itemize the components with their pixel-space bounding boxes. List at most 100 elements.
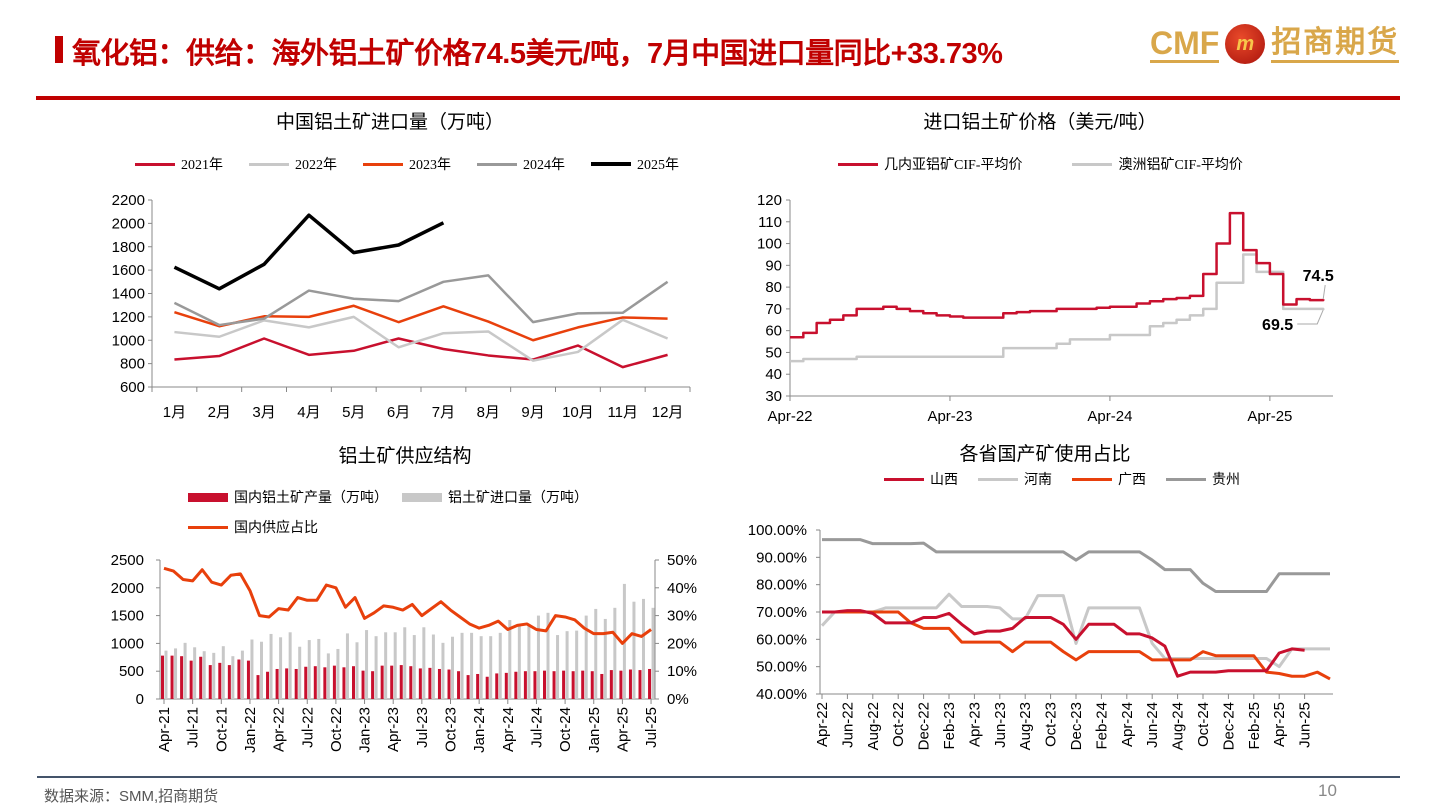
bar-domestic-production bbox=[399, 665, 403, 699]
bar-domestic-production bbox=[418, 668, 422, 699]
y-tick-label: 30 bbox=[765, 388, 782, 405]
bar-import bbox=[298, 646, 302, 699]
x-tick-label: 2月 bbox=[208, 404, 231, 421]
x-tick-label: Oct-22 bbox=[328, 707, 345, 752]
x-tick-label: 1月 bbox=[163, 404, 186, 421]
bar-import bbox=[288, 632, 292, 699]
y-tick-label: 0 bbox=[136, 691, 144, 708]
x-tick-label: Aug-23 bbox=[1017, 702, 1034, 750]
legend-swatch bbox=[135, 162, 175, 166]
header-divider bbox=[36, 96, 1400, 100]
y-tick-label: 1200 bbox=[112, 309, 145, 326]
x-tick-label: Apr-25 bbox=[1271, 702, 1288, 747]
legend-swatch bbox=[1072, 477, 1112, 481]
bar-domestic-production bbox=[552, 671, 556, 699]
bar-domestic-production bbox=[371, 671, 375, 699]
bar-import bbox=[613, 607, 617, 699]
series-line-2025年 bbox=[173, 213, 445, 291]
y2-tick-label: 50% bbox=[667, 552, 697, 569]
y-tick-label: 1000 bbox=[111, 635, 144, 652]
bar-import bbox=[384, 632, 388, 699]
series-line-河南 bbox=[820, 592, 1330, 669]
bar-import bbox=[355, 642, 359, 699]
y-tick-label: 90 bbox=[765, 257, 782, 274]
bar-import bbox=[164, 650, 168, 699]
legend-label: 贵州 bbox=[1212, 473, 1240, 488]
bar-domestic-production bbox=[495, 673, 499, 699]
legend-label: 河南 bbox=[1024, 473, 1052, 488]
series-line-几内亚铝矿CIF-平均价 bbox=[790, 211, 1325, 339]
bar-domestic-production bbox=[199, 656, 203, 699]
y-tick-label: 110 bbox=[758, 214, 782, 231]
x-tick-label: Apr-21 bbox=[156, 707, 173, 752]
y-tick-label: 70.00% bbox=[756, 604, 807, 621]
legend-swatch bbox=[884, 477, 924, 481]
bar-domestic-production bbox=[437, 668, 441, 699]
bar-domestic-production bbox=[246, 660, 250, 699]
legend-item: 几内亚铝矿CIF-平均价 bbox=[838, 154, 1022, 174]
bar-import bbox=[240, 650, 244, 699]
bar-import bbox=[183, 642, 187, 699]
x-tick-label: Apr-22 bbox=[814, 702, 831, 747]
legend-item: 2024年 bbox=[477, 154, 565, 174]
bar-domestic-production bbox=[285, 668, 289, 699]
annotation-leader bbox=[1322, 285, 1326, 300]
series-line-2023年 bbox=[174, 304, 668, 342]
bar-domestic-production bbox=[275, 668, 279, 699]
bar-domestic-production bbox=[161, 655, 164, 699]
bar-domestic-production bbox=[514, 671, 518, 699]
y2-tick-label: 40% bbox=[667, 580, 697, 597]
annotation-label: 69.5 bbox=[1262, 317, 1293, 334]
bar-import bbox=[422, 627, 426, 699]
x-tick-label: Apr-22 bbox=[271, 707, 288, 752]
y-tick-label: 40 bbox=[765, 366, 782, 383]
legend-label: 2022年 bbox=[295, 158, 337, 173]
x-tick-label: Oct-23 bbox=[1043, 702, 1060, 747]
legend-swatch bbox=[188, 492, 228, 502]
legend-swatch bbox=[402, 492, 442, 502]
y-tick-label: 120 bbox=[757, 192, 782, 209]
bar-import bbox=[527, 623, 531, 699]
y-tick-label: 60 bbox=[765, 323, 782, 340]
legend-item: 河南 bbox=[978, 469, 1052, 489]
y-tick-label: 1600 bbox=[112, 262, 145, 279]
legend-label: 几内亚铝矿CIF-平均价 bbox=[884, 158, 1023, 173]
bar-import bbox=[460, 632, 464, 699]
x-tick-label: Jun-25 bbox=[1297, 702, 1314, 748]
bar-domestic-production bbox=[638, 670, 642, 699]
x-tick-label: Apr-22 bbox=[767, 408, 812, 425]
y-tick-label: 500 bbox=[119, 663, 144, 680]
x-tick-label: Jul-25 bbox=[643, 707, 660, 748]
bar-import bbox=[393, 632, 397, 699]
y-tick-label: 50.00% bbox=[756, 659, 807, 676]
bar-import bbox=[403, 627, 407, 699]
legend-item: 贵州 bbox=[1166, 469, 1240, 489]
legend-swatch bbox=[1072, 162, 1113, 166]
bar-import bbox=[374, 636, 378, 699]
bar-domestic-production bbox=[352, 666, 355, 699]
bar-domestic-production bbox=[523, 671, 527, 699]
y-tick-label: 1400 bbox=[112, 286, 145, 303]
x-tick-label: Dec-24 bbox=[1220, 702, 1237, 750]
legend-province-share: 山西 河南 广西 贵州 bbox=[884, 469, 1240, 489]
legend-label: 2024年 bbox=[523, 158, 565, 173]
series-line-2021年 bbox=[174, 337, 668, 369]
bar-domestic-production bbox=[609, 670, 613, 699]
x-tick-label: Jul-23 bbox=[414, 707, 431, 748]
x-tick-label: Jan-22 bbox=[242, 707, 259, 753]
bar-import bbox=[412, 635, 416, 699]
footer-divider bbox=[37, 776, 1400, 778]
x-tick-label: 9月 bbox=[521, 404, 544, 421]
y2-tick-label: 10% bbox=[667, 663, 697, 680]
bar-domestic-production bbox=[180, 656, 184, 699]
legend-item: 铝土矿进口量（万吨） bbox=[402, 487, 588, 507]
x-tick-label: Apr-24 bbox=[1087, 408, 1132, 425]
bar-import bbox=[231, 656, 235, 699]
y-tick-label: 800 bbox=[120, 356, 145, 373]
bar-domestic-production bbox=[409, 666, 413, 699]
bar-import bbox=[642, 598, 645, 699]
page-number: 10 bbox=[1318, 781, 1337, 800]
bar-domestic-production bbox=[476, 673, 480, 699]
bar-import bbox=[307, 640, 311, 699]
